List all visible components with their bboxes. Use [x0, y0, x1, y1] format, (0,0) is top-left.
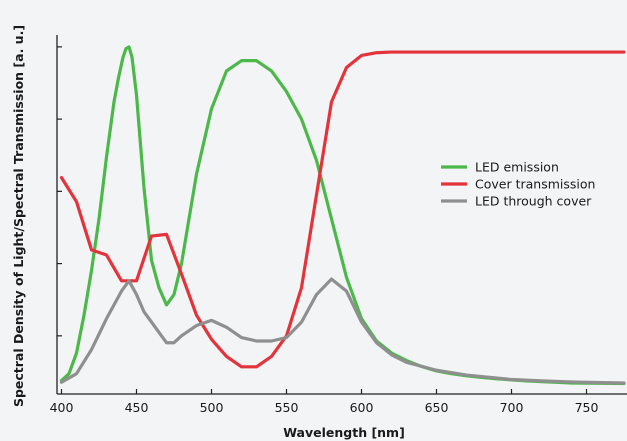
x-tick-label: 450 — [125, 400, 149, 415]
legend-label: Cover transmission — [475, 177, 595, 192]
legend-label: LED emission — [475, 160, 559, 175]
x-axis-title: Wavelength [nm] — [283, 425, 405, 440]
x-tick-label: 400 — [50, 400, 74, 415]
x-tick-label: 750 — [575, 400, 599, 415]
x-tick-label: 600 — [350, 400, 374, 415]
legend: LED emission Cover transmission LED throug… — [441, 160, 595, 209]
series-lines — [59, 45, 626, 386]
series-line-1 — [59, 45, 626, 386]
legend-label: LED through cover — [475, 194, 592, 209]
x-tick-label: 700 — [500, 400, 524, 415]
series-line-3 — [59, 277, 626, 385]
axes: 400 450 500 550 600 650 700 750 — [50, 35, 627, 415]
x-tick-label: 650 — [425, 400, 449, 415]
x-tick-label: 500 — [200, 400, 224, 415]
x-tick-label: 550 — [275, 400, 299, 415]
y-axis-title: Spectral Density of Light/Spectral Trans… — [11, 25, 26, 407]
